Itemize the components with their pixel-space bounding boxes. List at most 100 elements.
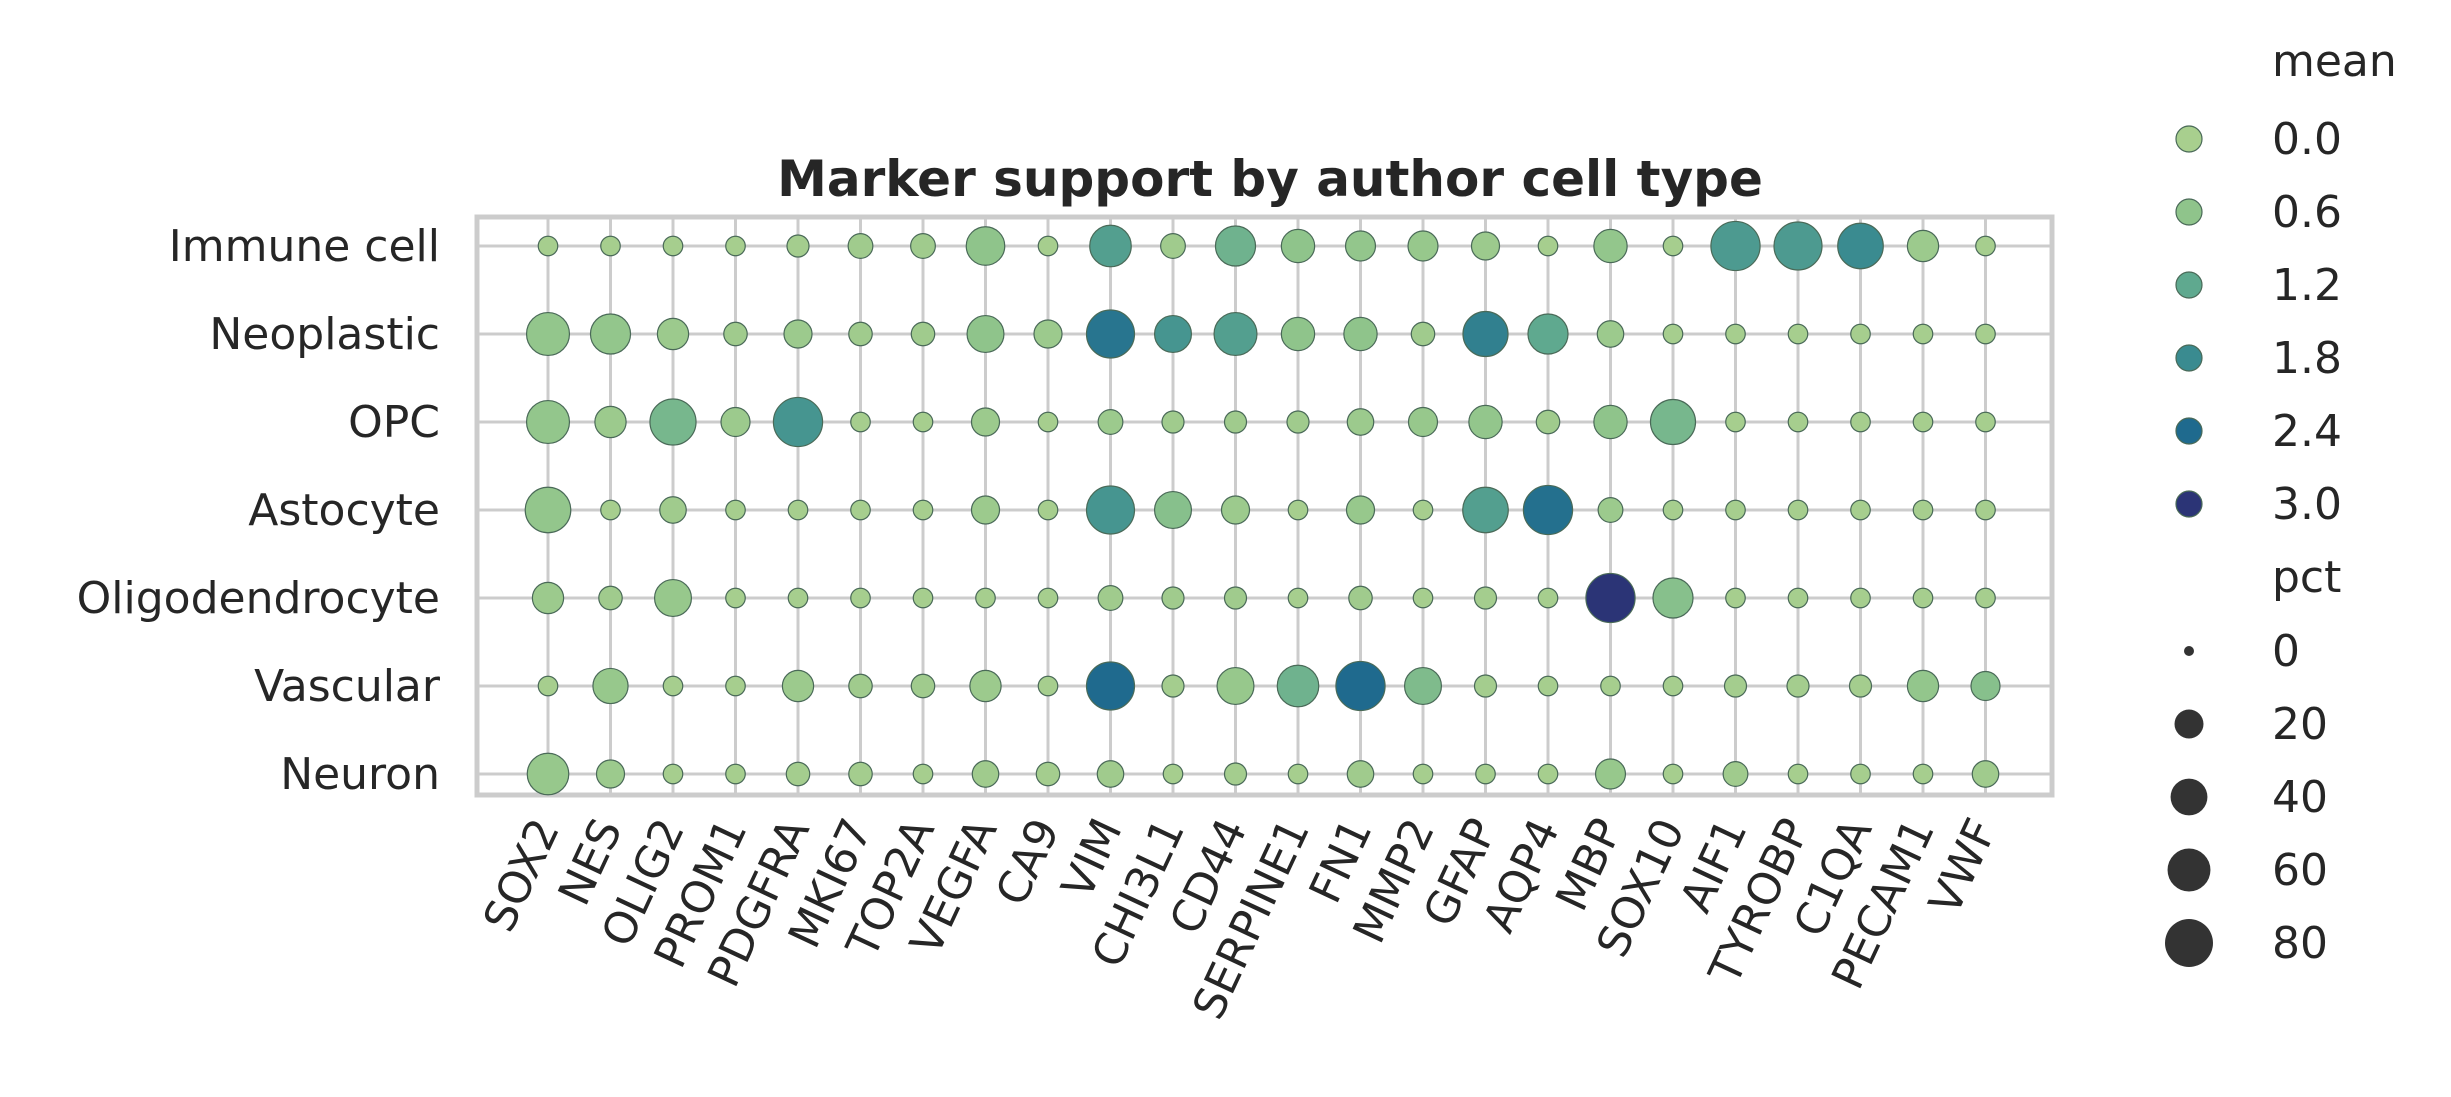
dot-nes-immune-cell (600, 235, 621, 257)
dot-sox2-vascular (537, 675, 559, 697)
pct-legend-title: pct (2272, 552, 2341, 603)
dot-sox2-astocyte (524, 486, 572, 534)
pct-legend-label: 60 (2272, 845, 2328, 896)
dot-serpine1-astocyte (1287, 499, 1309, 521)
dot-cd44-oligodendrocyte (1223, 586, 1248, 610)
pct-legend-swatch (2174, 709, 2204, 739)
dot-chi3l1-neoplastic (1153, 314, 1193, 354)
dot-aif1-astocyte (1725, 499, 1746, 521)
dot-pecam1-immune-cell (1906, 229, 1940, 263)
y-tick-label: Oligodendrocyte (77, 573, 440, 624)
mean-legend-swatch (2175, 490, 2203, 518)
dot-sox10-neuron (1662, 763, 1684, 785)
dot-nes-neuron (595, 759, 626, 789)
dot-vwf-neoplastic (1975, 323, 1996, 345)
dot-serpine1-oligodendrocyte (1287, 587, 1309, 609)
dot-aif1-neoplastic (1725, 323, 1746, 345)
dot-tyrobp-oligodendrocyte (1787, 587, 1809, 609)
dot-gfap-vascular (1473, 674, 1498, 698)
dot-ca9-neoplastic (1033, 319, 1063, 349)
dot-nes-oligodendrocyte (598, 585, 623, 611)
dot-serpine1-opc (1286, 410, 1310, 434)
mean-legend-label: 0.6 (2272, 187, 2342, 238)
dot-top2a-oligodendrocyte (912, 587, 934, 609)
dot-ca9-neuron (1035, 761, 1061, 787)
dot-aqp4-neuron (1537, 763, 1559, 785)
dot-pecam1-neoplastic (1912, 323, 1934, 345)
pct-legend-label: 0 (2272, 626, 2300, 677)
dot-vegfa-immune-cell (965, 226, 1006, 266)
mean-legend-label: 1.2 (2272, 260, 2342, 311)
dot-cd44-opc (1223, 410, 1248, 434)
dot-chi3l1-immune-cell (1160, 233, 1186, 259)
legend: mean pct 0.0 0.6 1.2 1.8 2.4 3.0 0 20 40 60 80 (2165, 36, 2397, 969)
dot-vwf-oligodendrocyte (1975, 587, 1996, 609)
dot-gfap-neoplastic (1462, 310, 1509, 358)
dot-sox2-immune-cell (537, 235, 559, 257)
dot-serpine1-vascular (1276, 664, 1320, 708)
dot-sox2-opc (525, 399, 571, 445)
dot-mki67-neuron (848, 761, 873, 787)
mean-legend-swatch (2175, 198, 2203, 226)
dot-mbp-neuron (1594, 758, 1627, 790)
dot-fn1-neoplastic (1343, 316, 1378, 352)
dot-gfap-immune-cell (1470, 231, 1501, 261)
pct-legend-swatch (2170, 778, 2208, 816)
dot-aif1-immune-cell (1710, 220, 1761, 272)
dot-prom1-opc (720, 406, 751, 438)
dot-gfap-neuron (1475, 763, 1496, 785)
pct-legend-label: 40 (2272, 772, 2328, 823)
dot-aqp4-oligodendrocyte (1537, 587, 1559, 609)
dot-aif1-opc (1725, 411, 1746, 433)
dot-tyrobp-neuron (1787, 763, 1809, 785)
dot-nes-neoplastic (589, 313, 632, 355)
dot-vwf-neuron (1971, 760, 2000, 788)
dot-mbp-astocyte (1597, 497, 1624, 523)
dot-aqp4-opc (1535, 409, 1561, 435)
plot-frame (474, 214, 2055, 798)
dot-prom1-neoplastic (723, 321, 748, 347)
dot-pdgfra-neuron (785, 761, 811, 787)
dot-mmp2-astocyte (1412, 499, 1434, 521)
dot-mbp-opc (1593, 404, 1628, 440)
dot-pecam1-vascular (1906, 669, 1940, 703)
dot-top2a-vascular (910, 673, 936, 699)
y-tick-label: Vascular (254, 661, 441, 712)
dot-sox10-immune-cell (1662, 235, 1684, 257)
dot-chi3l1-oligodendrocyte (1161, 586, 1185, 610)
dot-cd44-immune-cell (1214, 225, 1257, 267)
dot-tyrobp-vascular (1786, 674, 1810, 698)
dot-prom1-astocyte (725, 499, 746, 521)
dot-sox2-neuron (526, 752, 570, 796)
dot-vim-neoplastic (1085, 309, 1136, 359)
dot-c1qa-neoplastic (1850, 323, 1871, 345)
dot-pecam1-astocyte (1912, 499, 1934, 521)
dot-top2a-neoplastic (910, 321, 936, 347)
dot-ca9-astocyte (1037, 499, 1059, 521)
dot-c1qa-opc (1850, 411, 1871, 433)
y-tick-label: Neuron (280, 749, 440, 800)
dot-prom1-oligodendrocyte (725, 587, 746, 609)
dot-olig2-vascular (662, 675, 684, 697)
dot-olig2-oligodendrocyte (653, 578, 693, 618)
dot-mki67-oligodendrocyte (850, 587, 871, 609)
dot-chi3l1-vascular (1161, 674, 1185, 698)
dot-aif1-neuron (1722, 761, 1749, 787)
dot-serpine1-neoplastic (1280, 316, 1316, 352)
dot-mbp-neoplastic (1596, 320, 1625, 348)
dot-tyrobp-immune-cell (1773, 221, 1823, 271)
dot-c1qa-neuron (1850, 763, 1871, 785)
mean-legend-swatch (2175, 417, 2203, 445)
dot-top2a-immune-cell (910, 233, 936, 259)
dot-aqp4-astocyte (1522, 484, 1574, 536)
dot-mki67-opc (850, 411, 871, 433)
dot-vegfa-neoplastic (966, 314, 1005, 354)
dot-mmp2-neuron (1412, 763, 1434, 785)
dot-olig2-astocyte (659, 496, 687, 524)
dot-mbp-immune-cell (1593, 228, 1628, 264)
dot-vegfa-neuron (971, 760, 1000, 788)
dot-chi3l1-neuron (1162, 763, 1184, 785)
dot-fn1-vascular (1335, 660, 1386, 712)
pct-legend-label: 80 (2272, 918, 2328, 969)
dot-gfap-astocyte (1462, 486, 1509, 534)
